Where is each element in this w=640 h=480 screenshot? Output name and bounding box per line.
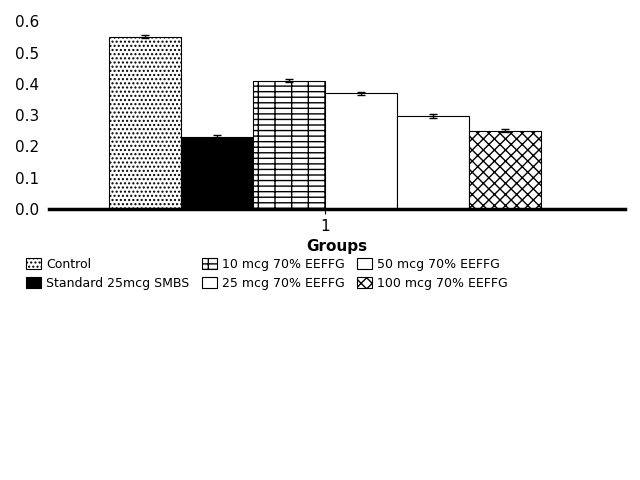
Bar	[397, 116, 469, 209]
Bar	[325, 93, 397, 209]
Bar	[253, 81, 325, 209]
Bar	[469, 131, 541, 209]
Bar	[181, 137, 253, 209]
Bar	[181, 137, 253, 209]
X-axis label: Groups: Groups	[307, 239, 367, 254]
Bar	[109, 37, 181, 209]
Legend: Control, Standard 25mcg SMBS, 10 mcg 70% EEFFG, 25 mcg 70% EEFFG, 50 mcg 70% EEF: Control, Standard 25mcg SMBS, 10 mcg 70%…	[26, 258, 508, 290]
